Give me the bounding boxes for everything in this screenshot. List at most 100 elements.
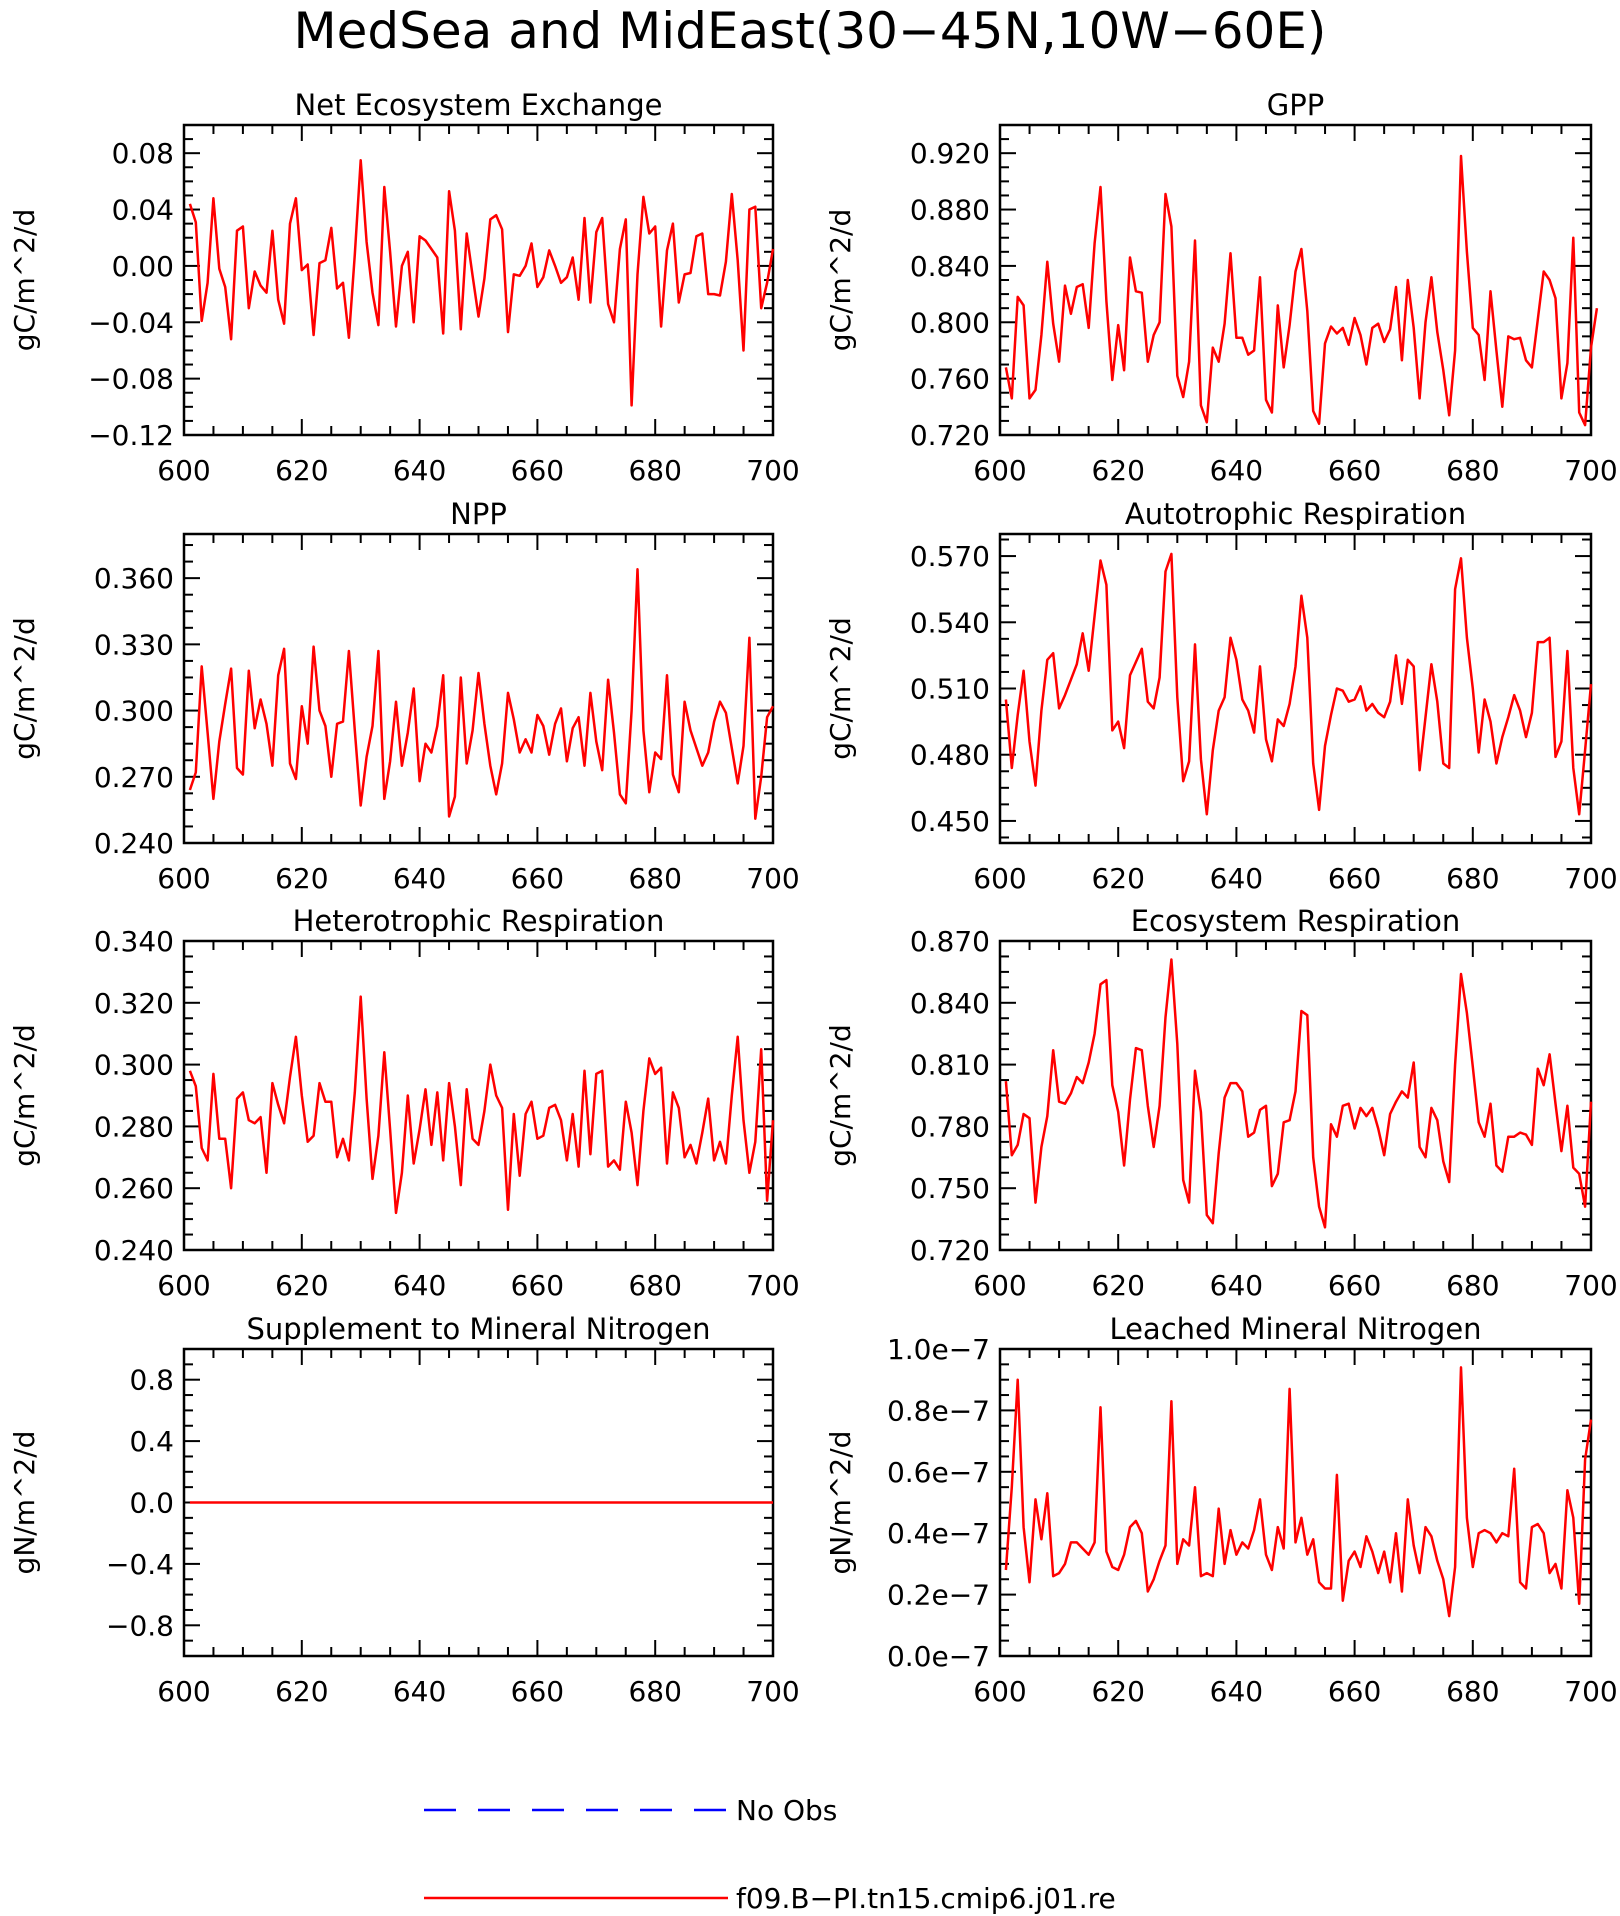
y-tick-label: 0.570 bbox=[910, 540, 990, 573]
x-tick-label: 600 bbox=[157, 454, 210, 487]
y-tick-label: −0.8 bbox=[106, 1609, 174, 1642]
series-line bbox=[1004, 958, 1593, 1229]
series-line bbox=[1004, 154, 1599, 427]
figure-title: MedSea and MidEast(30−45N,10W−60E) bbox=[294, 2, 1327, 60]
y-tick-label: 0.510 bbox=[910, 673, 990, 706]
x-tick-label: 700 bbox=[1564, 1269, 1617, 1302]
series-line bbox=[188, 995, 775, 1215]
x-tick-label: 680 bbox=[628, 862, 681, 895]
y-tick-label: 0.810 bbox=[910, 1049, 990, 1082]
y-tick-label: 0.360 bbox=[94, 562, 174, 595]
chart-panel-2: 600 620 640 660 680 700 0.720 0.760 0.800 0.840 0.… bbox=[824, 88, 1618, 487]
y-tick-label: 0.840 bbox=[910, 250, 990, 283]
x-tick-label: 700 bbox=[1564, 454, 1617, 487]
y-tick-label: 0.540 bbox=[910, 606, 990, 639]
y-tick-label: 0.300 bbox=[94, 695, 174, 728]
x-tick-label: 660 bbox=[511, 1675, 564, 1708]
y-tick-label: 0.280 bbox=[94, 1110, 174, 1143]
panel-title: NPP bbox=[450, 497, 507, 531]
x-tick-label: 700 bbox=[1564, 1675, 1617, 1708]
y-axis-label: gC/m^2/d bbox=[824, 617, 857, 760]
y-tick-label: 0.330 bbox=[94, 628, 174, 661]
x-tick-label: 680 bbox=[1446, 1675, 1499, 1708]
x-tick-label: 680 bbox=[628, 454, 681, 487]
y-tick-label: 0.4e−7 bbox=[887, 1517, 990, 1550]
series-line bbox=[1004, 552, 1593, 816]
x-tick-label: 660 bbox=[1328, 862, 1381, 895]
y-tick-label: 0.300 bbox=[94, 1049, 174, 1082]
panel-title: Heterotrophic Respiration bbox=[293, 904, 665, 938]
y-tick-label: 0.920 bbox=[910, 137, 990, 170]
y-tick-label: 0.8 bbox=[129, 1364, 174, 1397]
y-tick-label: 0.840 bbox=[910, 987, 990, 1020]
x-tick-label: 600 bbox=[973, 862, 1026, 895]
x-tick-label: 680 bbox=[628, 1675, 681, 1708]
y-tick-label: 0.450 bbox=[910, 805, 990, 838]
y-tick-label: 0.480 bbox=[910, 739, 990, 772]
y-tick-label: 0.720 bbox=[910, 1234, 990, 1267]
y-tick-label: 0.270 bbox=[94, 761, 174, 794]
panel-title: Autotrophic Respiration bbox=[1125, 497, 1466, 531]
x-tick-label: 660 bbox=[1328, 1675, 1381, 1708]
x-tick-label: 680 bbox=[1446, 862, 1499, 895]
legend-label-model: f09.B−PI.tn15.cmip6.j01.re bbox=[736, 1882, 1116, 1915]
y-tick-label: −0.12 bbox=[88, 419, 174, 452]
x-tick-label: 620 bbox=[1091, 862, 1144, 895]
x-tick-label: 660 bbox=[511, 862, 564, 895]
y-tick-label: 0.04 bbox=[112, 194, 174, 227]
y-tick-label: 0.800 bbox=[910, 306, 990, 339]
y-axis-label: gN/m^2/d bbox=[824, 1431, 857, 1575]
chart-panel-5: 600 620 640 660 680 700 0.240 0.260 0.280 0.300 0.… bbox=[8, 904, 800, 1302]
y-axis-label: gC/m^2/d bbox=[8, 617, 41, 760]
x-tick-label: 660 bbox=[511, 454, 564, 487]
panel-title: Leached Mineral Nitrogen bbox=[1109, 1312, 1481, 1346]
x-tick-label: 680 bbox=[628, 1269, 681, 1302]
x-tick-label: 640 bbox=[393, 1269, 446, 1302]
chart-panel-7: 600 620 640 660 680 700 −0.8 −0.4 0.0 0.4 0.8 Suppl… bbox=[8, 1312, 800, 1708]
chart-panel-6: 600 620 640 660 680 700 0.720 0.750 0.780 0.810 0.… bbox=[824, 904, 1618, 1302]
y-axis-label: gC/m^2/d bbox=[8, 209, 41, 352]
y-tick-label: 0.240 bbox=[94, 827, 174, 860]
x-tick-label: 640 bbox=[393, 454, 446, 487]
series-line bbox=[188, 158, 775, 407]
x-tick-label: 700 bbox=[746, 862, 799, 895]
x-tick-label: 600 bbox=[157, 862, 210, 895]
y-tick-label: −0.08 bbox=[88, 363, 174, 396]
chart-panel-3: 600 620 640 660 680 700 0.240 0.270 0.300 0.330 0.… bbox=[8, 497, 800, 895]
x-tick-label: 660 bbox=[511, 1269, 564, 1302]
y-tick-label: −0.04 bbox=[88, 306, 174, 339]
x-tick-label: 600 bbox=[973, 454, 1026, 487]
y-tick-label: 0.00 bbox=[112, 250, 174, 283]
x-tick-label: 680 bbox=[1446, 1269, 1499, 1302]
legend: No Obs f09.B−PI.tn15.cmip6.j01.re bbox=[424, 1794, 1116, 1915]
x-tick-label: 640 bbox=[1210, 1269, 1263, 1302]
chart-panel-8: 600 620 640 660 680 700 0.0e−7 0.2e−7 0.4e−7 0.6e… bbox=[824, 1312, 1618, 1708]
y-tick-label: 0.260 bbox=[94, 1172, 174, 1205]
x-tick-label: 640 bbox=[393, 1675, 446, 1708]
y-tick-label: 0.2e−7 bbox=[887, 1579, 990, 1612]
x-tick-label: 620 bbox=[275, 1675, 328, 1708]
series-line bbox=[1004, 1366, 1593, 1618]
y-tick-label: 0.760 bbox=[910, 363, 990, 396]
x-tick-label: 700 bbox=[746, 454, 799, 487]
x-tick-label: 660 bbox=[1328, 1269, 1381, 1302]
x-tick-label: 640 bbox=[1210, 1675, 1263, 1708]
x-tick-label: 700 bbox=[746, 1675, 799, 1708]
panels: 600 620 640 660 680 700 −0.12 −0.08 −0.04 0.00 0.0… bbox=[8, 88, 1618, 1708]
x-tick-label: 700 bbox=[1564, 862, 1617, 895]
y-tick-label: 0.320 bbox=[94, 987, 174, 1020]
x-tick-label: 620 bbox=[1091, 454, 1144, 487]
x-tick-label: 620 bbox=[275, 1269, 328, 1302]
y-tick-label: 0.720 bbox=[910, 419, 990, 452]
panel-title: Net Ecosystem Exchange bbox=[295, 88, 663, 122]
y-tick-label: 0.340 bbox=[94, 925, 174, 958]
y-axis-label: gC/m^2/d bbox=[824, 1024, 857, 1167]
y-axis-label: gC/m^2/d bbox=[824, 209, 857, 352]
y-tick-label: 0.240 bbox=[94, 1234, 174, 1267]
panel-title: Supplement to Mineral Nitrogen bbox=[247, 1312, 711, 1346]
y-tick-label: 0.780 bbox=[910, 1110, 990, 1143]
y-tick-label: 0.08 bbox=[112, 137, 174, 170]
y-tick-label: 0.0e−7 bbox=[887, 1640, 990, 1673]
